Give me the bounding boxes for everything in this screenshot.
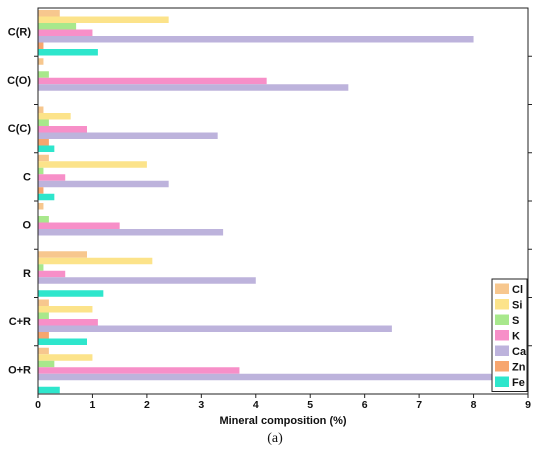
x-tick-label: 0 [35,399,41,411]
legend-swatch-Ca [495,345,509,356]
bar-C+R-Ca [38,325,392,332]
bar-C-Ca [38,180,169,188]
bar-C+R-Cl [38,299,49,306]
bar-O-K [38,222,120,229]
legend-swatch-Cl [495,283,509,294]
x-tick-label: 7 [416,399,422,411]
y-tick-label: R [23,268,31,280]
bar-C-K [38,174,66,181]
x-tick-label: 8 [471,399,477,411]
y-tick-label: C+R [9,316,31,328]
bar-R-Cl [38,251,87,258]
figure-caption: (a) [267,431,283,446]
bar-O-Cl [38,203,44,210]
legend-label: Si [512,300,522,312]
bar-C(C)-K [38,126,87,133]
bar-C+R-Zn [38,332,49,339]
bar-C(C)-Zn [38,139,49,146]
legend-label: Ca [512,346,527,358]
bar-C-Zn [38,187,44,194]
bars-layer [38,10,496,394]
bar-C+R-Si [38,306,93,313]
bar-C(O)-S [38,71,49,78]
x-tick-label: 6 [362,399,368,411]
bar-C(C)-S [38,119,49,126]
bar-C+R-K [38,319,98,326]
bar-O-S [38,216,49,223]
bar-O+R-Fe [38,386,60,394]
x-tick-label: 1 [90,399,96,411]
legend-label: Cl [512,284,523,296]
legend-label: Fe [512,377,525,389]
bar-R-Fe [38,290,104,297]
y-tick-label: O [22,220,31,232]
bar-C(O)-Ca [38,84,349,91]
y-axis: C(R) C(O) C(C) C O R C+R O+R [7,27,31,377]
bar-C(O)-K [38,77,267,85]
x-tick-label: 9 [525,399,531,411]
x-tick-label: 2 [144,399,150,411]
y-tick-label: C(O) [7,75,31,87]
separators-layer [34,55,532,347]
bar-O+R-K [38,367,240,374]
legend-swatch-K [495,330,509,341]
legend-swatch-Fe [495,376,509,387]
bar-O+R-Cl [38,347,49,355]
bar-C-Cl [38,154,49,162]
bar-O+R-Si [38,354,93,361]
bar-C+R-S [38,312,49,319]
y-tick-label: C(C) [8,123,32,135]
bar-C-Fe [38,193,55,201]
bar-C-Si [38,161,147,168]
bar-C+R-Fe [38,338,87,345]
y-tick-label: C(R) [8,27,32,39]
legend-swatch-Zn [495,361,509,372]
bar-C(R)-Cl [38,10,60,17]
bar-C(R)-Si [38,16,169,23]
bar-R-Si [38,257,153,265]
bar-C(C)-Fe [38,145,55,152]
bar-O+R-S [38,360,55,368]
bar-C(R)-S [38,23,77,30]
bar-C(C)-Cl [38,106,44,113]
x-axis: 0 1 2 3 4 5 6 7 8 9 [35,394,531,411]
y-tick-label: O+R [8,364,31,376]
legend-label: Zn [512,362,526,374]
bar-O+R-Ca [38,373,496,381]
bar-C(R)-Ca [38,36,474,43]
bar-C(R)-Zn [38,42,44,49]
x-tick-label: 3 [198,399,204,411]
bar-C(R)-K [38,29,93,36]
legend-label: S [512,315,519,327]
bar-C(R)-Fe [38,49,98,56]
legend-swatch-Si [495,299,509,310]
bar-C(C)-Ca [38,132,218,139]
bar-C-S [38,167,44,175]
legend: Cl Si SK Ca Zn Fe [491,278,528,392]
x-axis-title: Mineral composition (%) [219,415,346,427]
bar-R-S [38,264,44,271]
legend-swatch-S [495,314,509,325]
bar-C(C)-Si [38,113,71,120]
bar-C(O)-Cl [38,58,44,65]
legend-label: K [512,331,520,343]
x-tick-label: 5 [307,399,313,411]
plot-frame [37,7,529,395]
bar-R-Ca [38,277,256,284]
y-tick-label: C [23,171,31,183]
bar-O-Ca [38,229,224,236]
bar-R-K [38,270,66,278]
x-tick-label: 4 [253,399,259,411]
